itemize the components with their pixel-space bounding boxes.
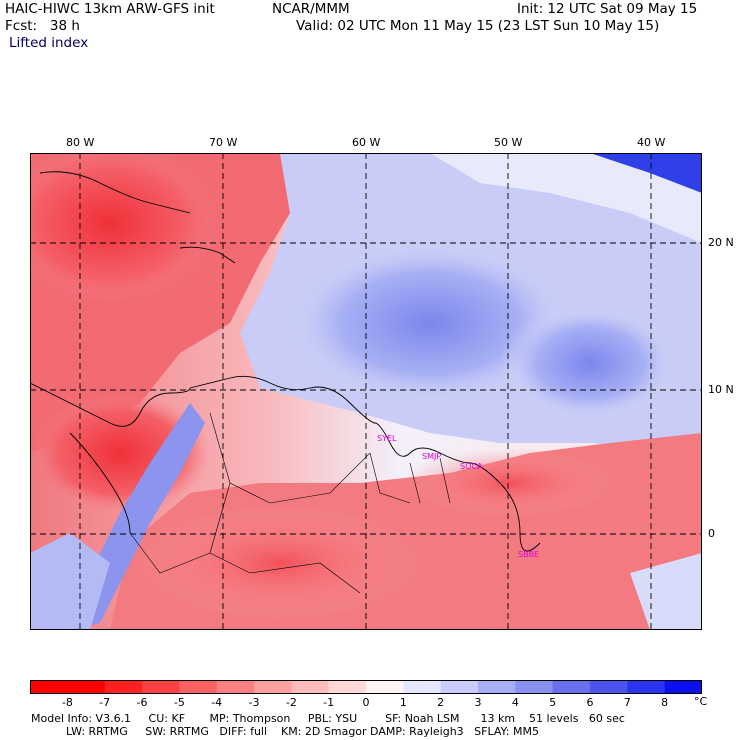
colorbar-tick-label: -1 xyxy=(323,696,335,709)
station-soca: SOCA xyxy=(460,462,483,471)
southeast-neutral-region xyxy=(630,553,702,630)
colorbar-box xyxy=(403,680,442,694)
pacific-stable-region xyxy=(30,533,110,630)
colorbar-box xyxy=(515,680,554,694)
colorbar-tick-label: -2 xyxy=(285,696,297,709)
station-syel: SYEL xyxy=(377,434,397,443)
lon-label-50w: 50 W xyxy=(494,136,523,149)
guiana-unstable-core xyxy=(400,448,620,518)
colorbar-box xyxy=(664,680,702,694)
station-sbbe: SBBE xyxy=(518,550,539,559)
colorbar-tick-label: 6 xyxy=(586,696,594,709)
colorbar-tick-label: 7 xyxy=(623,696,631,709)
colorbar-tick-label: 4 xyxy=(511,696,519,709)
colorbar-box xyxy=(142,680,180,694)
colorbar-box xyxy=(440,680,479,694)
colorbar-frame xyxy=(30,680,702,694)
colorbar-box xyxy=(328,680,367,694)
colorbar-tick-label: 8 xyxy=(661,696,669,709)
country-borders xyxy=(129,412,451,594)
lon-label-40w: 40 W xyxy=(637,136,666,149)
organization-label: NCAR/MMM xyxy=(272,1,350,17)
map-frame xyxy=(30,153,702,630)
lon-label-70w: 70 W xyxy=(209,136,238,149)
amazon-unstable-core xyxy=(130,503,430,623)
colorbar-tick-label: -6 xyxy=(136,696,148,709)
colorbar-box xyxy=(627,680,666,694)
colorbar-box xyxy=(254,680,292,694)
colorbar-tick-label: -8 xyxy=(61,696,73,709)
lon-label-80w: 80 W xyxy=(66,136,95,149)
colorbar-box xyxy=(104,680,143,694)
model-info-line2: LW: RRTMG SW: RRTMG DIFF: full KM: 2D Sm… xyxy=(31,725,539,738)
lat-lon-grid xyxy=(30,153,702,630)
northeast-strong-stable xyxy=(590,153,702,193)
init-time: Init: 12 UTC Sat 09 May 15 xyxy=(517,1,698,17)
colorbar-box xyxy=(30,680,68,694)
colorbar-box xyxy=(179,680,218,694)
colorbar-box xyxy=(478,680,516,694)
lon-label-60w: 60 W xyxy=(352,136,381,149)
colorbar-tick-label: 3 xyxy=(474,696,482,709)
colorbar-box xyxy=(216,680,255,694)
forecast-hour: Fcst: 38 h xyxy=(5,18,80,34)
colorbar-tick-label: 1 xyxy=(399,696,407,709)
colorbar-tick-label: 5 xyxy=(549,696,557,709)
atlantic-stable-core-east xyxy=(500,303,680,423)
colorbar-box xyxy=(366,680,404,694)
coastlines xyxy=(30,171,541,552)
lifted-index-map: SYEL SMJP SOCA SBBE xyxy=(30,153,702,630)
colorbar-tick-label: -7 xyxy=(99,696,111,709)
lat-label-20n: 20 N xyxy=(708,236,734,249)
subtropical-light-band xyxy=(430,153,702,243)
lat-label-equator: 0 xyxy=(708,527,715,540)
colorbar-box xyxy=(67,680,106,694)
model-title: HAIC-HIWC 13km ARW-GFS init xyxy=(5,1,215,17)
colorbar-box xyxy=(590,680,628,694)
station-smjp: SMJP xyxy=(422,452,441,461)
colorbar-tick-label: 0 xyxy=(362,696,370,709)
colorbar-tick-label: -4 xyxy=(211,696,223,709)
field-name: Lifted index xyxy=(9,35,89,51)
colorbar-tick-label: 2 xyxy=(437,696,445,709)
colorbar-tick-label: -5 xyxy=(173,696,185,709)
colorbar xyxy=(30,680,702,694)
lat-label-10n: 10 N xyxy=(708,383,734,396)
colorbar-box xyxy=(552,680,591,694)
colorbar-unit: °C xyxy=(694,695,708,708)
model-info-line1: Model Info: V3.6.1 CU: KF MP: Thompson P… xyxy=(31,712,625,725)
colorbar-box xyxy=(291,680,330,694)
valid-time: Valid: 02 UTC Mon 11 May 15 (23 LST Sun … xyxy=(296,18,660,34)
colorbar-tick-label: -3 xyxy=(248,696,260,709)
greater-antilles-core xyxy=(30,153,220,303)
